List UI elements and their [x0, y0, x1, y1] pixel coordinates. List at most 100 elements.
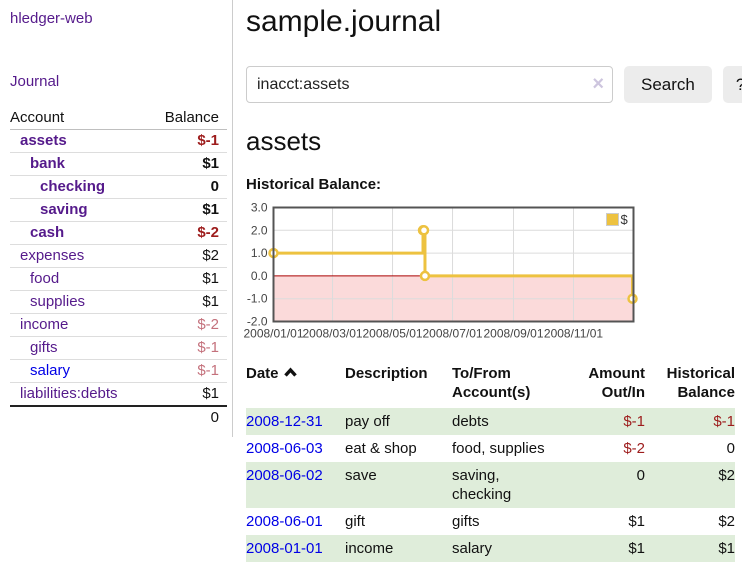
amount-cell: $-2: [623, 440, 645, 457]
date-link[interactable]: 2008-12-31: [246, 413, 323, 430]
page-title: sample.journal: [246, 5, 442, 38]
register-header-amount: Amount Out/In: [588, 365, 645, 401]
account-balance-salary: $-1: [197, 362, 219, 379]
description-cell: pay off: [345, 413, 390, 430]
balance-cell: $2: [718, 467, 735, 484]
chart-title: Historical Balance:: [246, 176, 382, 193]
account-link-food[interactable]: food: [30, 270, 60, 287]
plot-border: [272, 206, 635, 323]
balance-cell: 0: [726, 440, 735, 457]
x-tick-label: 2008/11/01: [544, 327, 603, 341]
account-row-food: food $1: [10, 268, 227, 291]
main-content: sample.journal × Search ? assets Histori…: [233, 0, 742, 582]
search-form: × Search ?: [246, 66, 742, 103]
account-balance-liabilities-debts: $1: [202, 385, 219, 402]
help-button[interactable]: ?: [722, 66, 742, 103]
account-link-income[interactable]: income: [20, 316, 69, 333]
x-tick-label: 2008/09/01: [483, 327, 543, 341]
accounts-header-account: Account: [10, 109, 65, 126]
account-balance-saving: $1: [202, 201, 219, 218]
account-balance-food: $1: [202, 270, 219, 287]
accounts-total-row: 0: [10, 406, 227, 429]
x-tick-label: 2008/07/01: [422, 327, 482, 341]
accounts-table-header: Account Balance: [10, 107, 227, 130]
date-link[interactable]: 2008-01-01: [246, 540, 323, 557]
account-row-bank: bank $1: [10, 153, 227, 176]
register-header-date[interactable]: Date: [246, 364, 345, 408]
register-header-row: Date Description To/From Account(s) Amou…: [246, 364, 735, 408]
search-button[interactable]: Search: [624, 66, 712, 103]
x-tick-label: 2008/03/01: [302, 327, 362, 341]
account-row-income: income $-2: [10, 314, 227, 337]
account-row-salary: salary $-1: [10, 360, 227, 383]
y-tick-label: 2.0: [251, 223, 268, 237]
y-tick-label: -1.0: [247, 292, 268, 306]
accounts-table: Account Balance assets $-1 bank $1 check…: [10, 107, 227, 429]
account-row-cash: cash $-2: [10, 222, 227, 245]
description-cell: save: [345, 467, 377, 484]
account-balance-cash: $-2: [197, 224, 219, 241]
account-link-salary[interactable]: salary: [30, 362, 71, 379]
balance-cell: $-1: [713, 413, 735, 430]
accounts-total-value: 0: [210, 409, 219, 426]
sort-ascending-icon: [283, 367, 297, 377]
y-tick-label: -2.0: [247, 315, 268, 329]
account-row-assets: assets $-1: [10, 130, 227, 153]
account-balance-assets: $-1: [197, 132, 219, 149]
register-row: 2008-06-03 eat & shop food, supplies $-2…: [246, 435, 735, 462]
account-link-expenses[interactable]: expenses: [20, 247, 85, 264]
legend-swatch-icon: [606, 213, 619, 226]
account-link-liabilities-debts[interactable]: liabilities:debts: [20, 385, 118, 402]
account-balance-bank: $1: [202, 155, 219, 172]
description-cell: income: [345, 540, 394, 557]
account-row-gifts: gifts $-1: [10, 337, 227, 360]
accounts-cell: saving, checking: [452, 467, 512, 503]
register-row: 2008-12-31 pay off debts $-1 $-1: [246, 408, 735, 435]
sidebar-item-journal[interactable]: Journal: [10, 73, 60, 90]
account-link-gifts[interactable]: gifts: [30, 339, 58, 356]
amount-cell: 0: [636, 467, 645, 484]
account-link-bank[interactable]: bank: [30, 155, 66, 172]
account-link-checking[interactable]: checking: [40, 178, 106, 195]
description-cell: eat & shop: [345, 440, 417, 457]
x-tick-label: 2008/05/01: [362, 327, 422, 341]
account-balance-checking: 0: [210, 178, 219, 195]
date-link[interactable]: 2008-06-02: [246, 467, 323, 484]
account-row-saving: saving $1: [10, 199, 227, 222]
search-input[interactable]: [246, 66, 613, 103]
date-link[interactable]: 2008-06-01: [246, 513, 323, 530]
clear-search-icon[interactable]: ×: [592, 72, 604, 95]
register-table: Date Description To/From Account(s) Amou…: [246, 364, 735, 562]
description-cell: gift: [345, 513, 366, 530]
account-row-expenses: expenses $2: [10, 245, 227, 268]
x-tick-label: 2008/01/01: [243, 327, 303, 341]
account-link-cash[interactable]: cash: [30, 224, 65, 241]
register-row: 2008-06-01 gift gifts $1 $2: [246, 508, 735, 535]
data-point: [418, 225, 430, 236]
y-tick-label: 1.0: [251, 246, 268, 260]
account-row-liabilities-debts: liabilities:debts $1: [10, 383, 227, 406]
register-header-date-label: Date: [246, 365, 279, 382]
search-box: ×: [246, 66, 613, 103]
historical-balance-chart: $3.0 2.0 1.0 0.0 -1.0 -2.0 2008/01/01 2008/03/0…: [243, 201, 742, 348]
account-row-supplies: supplies $1: [10, 291, 227, 314]
account-balance-income: $-2: [197, 316, 219, 333]
register-header-accounts: To/From Account(s): [452, 365, 531, 401]
account-balance-gifts: $-1: [197, 339, 219, 356]
accounts-cell: salary: [452, 540, 493, 557]
accounts-header-balance: Balance: [164, 109, 219, 126]
amount-cell: $1: [628, 540, 645, 557]
accounts-cell: debts: [452, 413, 489, 430]
register-header-balance: Historical Balance: [666, 365, 735, 401]
accounts-cell: gifts: [452, 513, 480, 530]
account-link-supplies[interactable]: supplies: [30, 293, 86, 310]
account-link-assets[interactable]: assets: [20, 132, 67, 149]
account-link-saving[interactable]: saving: [40, 201, 88, 218]
balance-cell: $1: [718, 540, 735, 557]
date-link[interactable]: 2008-06-03: [246, 440, 323, 457]
register-row: 2008-06-02 save saving, checking 0 $2: [246, 462, 735, 508]
balance-cell: $2: [718, 513, 735, 530]
brand-link[interactable]: hledger-web: [10, 10, 93, 27]
register-row: 2008-01-01 income salary $1 $1: [246, 535, 735, 562]
